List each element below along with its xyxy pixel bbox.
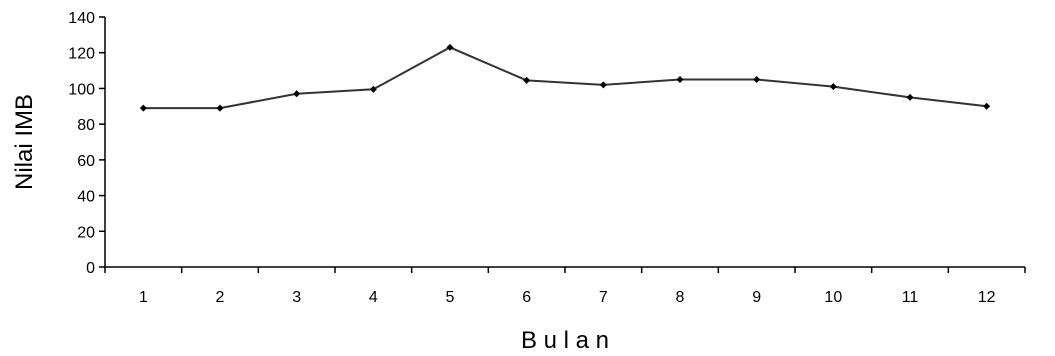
data-point-10 <box>829 83 837 91</box>
x-tick-label: 8 <box>676 289 685 306</box>
data-points <box>139 43 991 112</box>
y-tick-label: 100 <box>68 81 95 98</box>
x-tick-label: 4 <box>369 289 378 306</box>
x-tick-label: 2 <box>216 289 225 306</box>
y-axis-ticks: 0 20 40 60 80 100 120 140 <box>68 10 105 277</box>
data-point-2 <box>216 104 224 112</box>
data-point-9 <box>753 76 761 83</box>
x-axis-ticks: 1 2 3 4 5 6 7 8 9 10 11 12 <box>104 267 1026 306</box>
data-point-5 <box>446 43 454 51</box>
x-tick-label: 7 <box>599 289 608 306</box>
data-point-6 <box>523 76 531 84</box>
data-point-7 <box>599 81 607 89</box>
x-tick-label: 10 <box>824 289 842 306</box>
y-tick-label: 60 <box>77 153 95 170</box>
data-point-1 <box>139 104 147 112</box>
y-tick-label: 120 <box>68 46 95 63</box>
x-tick-label: 5 <box>446 289 455 306</box>
data-point-8 <box>676 76 684 83</box>
y-tick-label: 20 <box>77 224 95 241</box>
y-tick-label: 40 <box>77 189 95 206</box>
data-point-12 <box>983 102 991 110</box>
x-tick-label: 9 <box>752 289 761 306</box>
x-tick-label: 11 <box>902 289 919 306</box>
series-line <box>143 46 987 110</box>
x-tick-label: 6 <box>522 289 531 306</box>
data-point-11 <box>906 93 914 101</box>
x-tick-label: 1 <box>139 289 148 306</box>
y-tick-label: 80 <box>77 117 95 134</box>
x-tick-label: 12 <box>978 289 996 306</box>
x-axis-title: B u l a n <box>521 327 609 354</box>
x-tick-label: 3 <box>292 289 301 306</box>
data-point-3 <box>293 90 301 98</box>
y-tick-label: 140 <box>68 10 95 27</box>
data-point-4 <box>369 85 377 93</box>
y-tick-label: 0 <box>86 260 95 277</box>
y-axis-title: Nilai IMB <box>11 94 38 190</box>
